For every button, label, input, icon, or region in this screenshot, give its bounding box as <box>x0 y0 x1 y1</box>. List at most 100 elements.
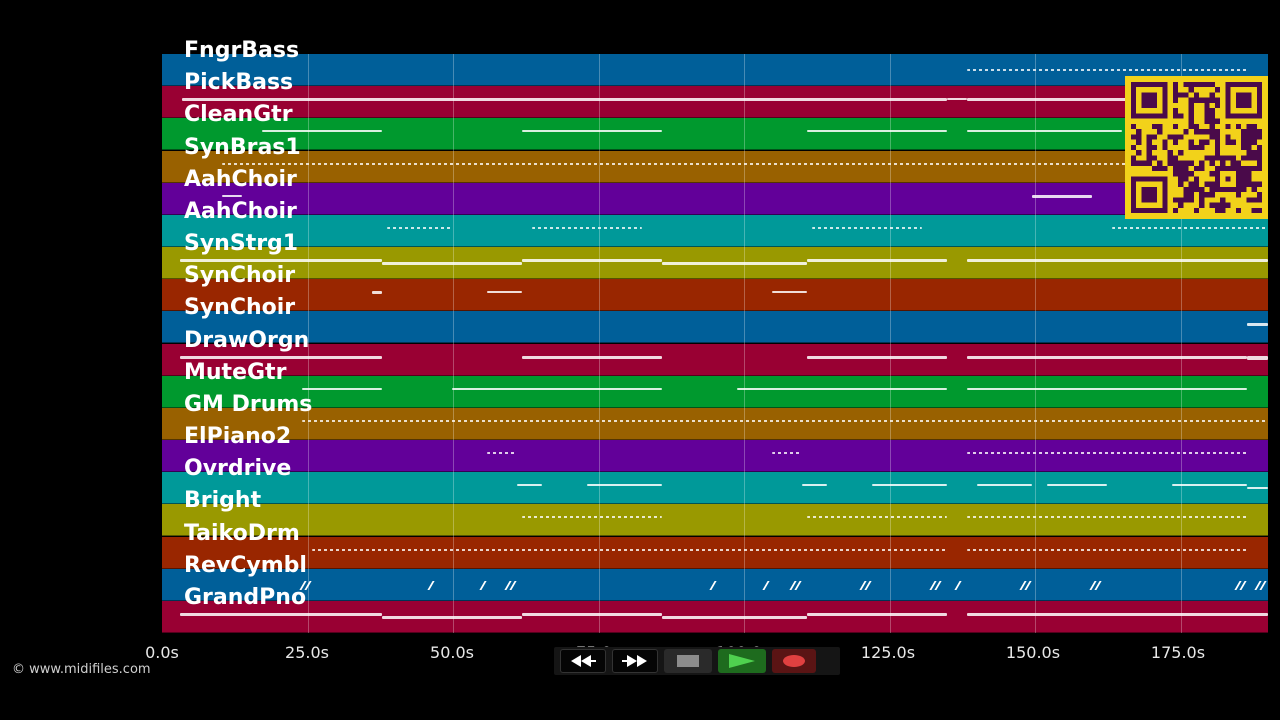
note-segment <box>487 452 517 455</box>
time-tick-label: 125.0s <box>860 643 916 662</box>
note-segment <box>382 262 522 266</box>
note-segment <box>517 484 542 487</box>
note-segment <box>947 98 967 101</box>
note-segment <box>522 355 662 359</box>
note-segment <box>807 130 947 133</box>
fast-forward-button[interactable] <box>612 649 658 673</box>
track-label: GM Drums <box>184 391 313 417</box>
record-button[interactable] <box>772 649 816 673</box>
track-label: AahChoir <box>184 198 297 224</box>
note-segment <box>1047 484 1107 487</box>
note-segment <box>772 452 802 455</box>
note-segment <box>807 259 947 263</box>
track-label: DrawOrgn <box>184 327 310 353</box>
note-segment <box>487 291 522 294</box>
note-segment <box>382 615 522 619</box>
note-segment <box>872 484 947 487</box>
time-tick-label: 25.0s <box>285 643 329 662</box>
note-segment <box>662 262 807 266</box>
note-segment <box>222 194 242 197</box>
track-lane <box>162 150 1268 183</box>
note-segment <box>532 226 642 229</box>
rewind-icon <box>571 655 596 667</box>
note-segment <box>1247 487 1268 490</box>
grid-line <box>307 54 309 633</box>
note-segment <box>180 259 382 263</box>
note-segment <box>522 130 662 133</box>
note-segment <box>182 98 947 102</box>
transport-bar <box>554 647 840 675</box>
note-segment <box>1247 323 1268 327</box>
note-segment <box>662 615 807 619</box>
rewind-button[interactable] <box>560 649 606 673</box>
grid-line <box>1035 54 1037 633</box>
note-segment <box>387 226 452 229</box>
piano-roll <box>162 54 1268 633</box>
time-tick-label: 150.0s <box>1005 643 1061 662</box>
grid-line <box>744 54 746 633</box>
track-label: AahChoir <box>184 166 297 192</box>
note-segment <box>522 612 662 616</box>
note-segment <box>967 98 1268 102</box>
time-tick-label: 175.0s <box>1150 643 1206 662</box>
note-segment <box>587 484 662 487</box>
time-tick-label: 50.0s <box>430 643 474 662</box>
time-tick-label: 0.0s <box>145 643 179 662</box>
note-segment <box>180 612 382 616</box>
note-segment <box>802 484 827 487</box>
track-label: ElPiano2 <box>184 424 292 449</box>
note-segment <box>262 130 382 133</box>
track-label: Ovrdrive <box>184 456 292 482</box>
track-label: SynChoir <box>184 263 296 289</box>
track-lane <box>162 86 1268 119</box>
note-segment <box>180 355 382 359</box>
track-label: SynChoir <box>184 295 296 321</box>
track-lane <box>162 440 1268 473</box>
play-icon <box>729 654 755 668</box>
note-segment <box>737 387 947 390</box>
stop-icon <box>677 655 699 667</box>
note-segment <box>967 69 1247 72</box>
note-segment <box>1247 355 1268 360</box>
note-segment <box>302 387 382 390</box>
track-label: FngrBass <box>184 38 300 63</box>
track-lane <box>162 407 1268 440</box>
note-segment <box>372 291 382 295</box>
track-label: TaikoDrm <box>184 520 300 546</box>
note-segment <box>807 355 947 359</box>
note-segment <box>807 612 947 616</box>
grid-line <box>889 54 891 633</box>
track-label: RevCymbl <box>184 552 307 578</box>
track-label: SynBras1 <box>184 134 301 160</box>
track-lane <box>162 504 1268 537</box>
note-segment <box>967 516 1247 519</box>
note-segment <box>807 516 947 519</box>
track-label: SynStrg1 <box>184 231 299 256</box>
note-segment <box>452 387 662 390</box>
note-segment <box>967 548 1247 551</box>
note-segment <box>1112 226 1268 229</box>
grid-line <box>453 54 455 633</box>
note-segment <box>772 291 807 294</box>
copyright-text: © www.midifiles.com <box>12 662 151 677</box>
record-icon <box>783 655 805 667</box>
note-segment <box>977 484 1032 487</box>
track-lane <box>162 343 1268 376</box>
track-lane <box>162 472 1268 505</box>
note-segment <box>302 419 1268 422</box>
track-label: Bright <box>184 488 262 514</box>
play-button[interactable] <box>718 649 766 673</box>
note-segment <box>522 516 662 519</box>
stop-button[interactable] <box>664 649 712 673</box>
note-segment <box>967 387 1247 390</box>
fast-forward-icon <box>622 655 647 667</box>
track-label: GrandPno <box>184 584 307 610</box>
track-lane <box>162 536 1268 569</box>
note-segment <box>967 452 1247 455</box>
qr-code-icon <box>1125 76 1268 219</box>
note-segment <box>967 355 1247 359</box>
note-segment <box>522 259 662 263</box>
track-lane <box>162 279 1268 312</box>
track-lane <box>162 214 1268 247</box>
note-segment <box>812 226 922 229</box>
